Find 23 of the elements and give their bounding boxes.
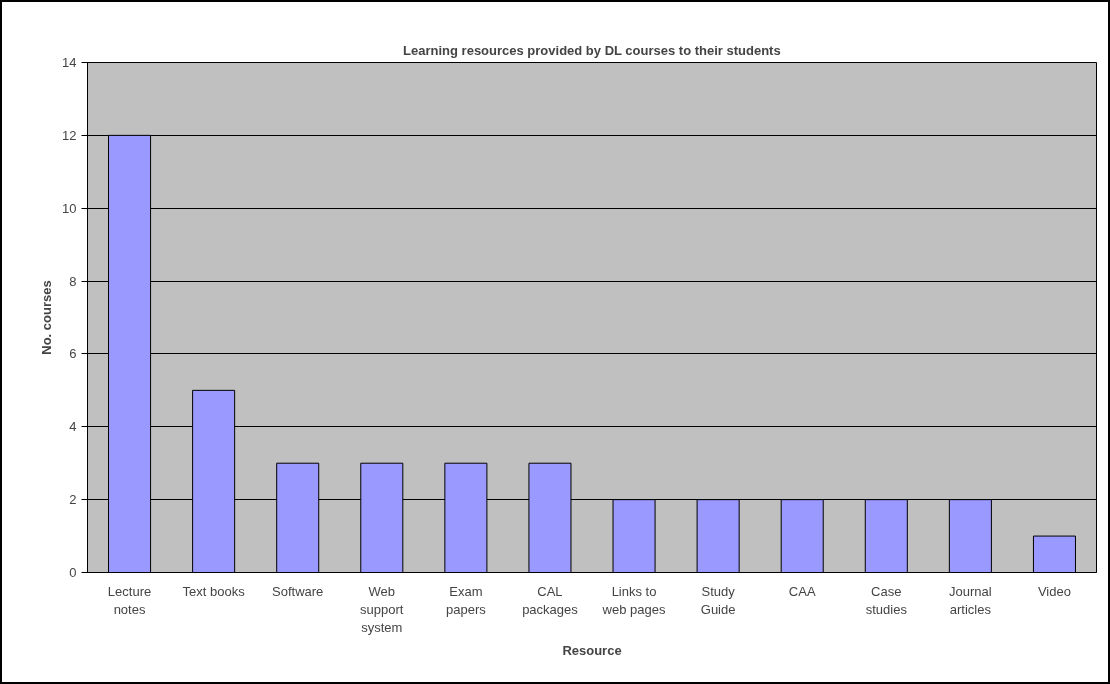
x-tick-label: Lecture notes <box>107 583 152 617</box>
y-tick-label: 0 <box>69 565 77 580</box>
x-tick-label: Video <box>1037 583 1071 599</box>
y-axis-title: No. courses <box>39 280 55 355</box>
x-tick-label: Study Guide <box>700 583 736 617</box>
x-tick-label: Links to web pages <box>601 583 666 617</box>
x-tick-label: CAL packages <box>522 583 579 617</box>
x-axis-title: Resource <box>562 642 622 658</box>
y-tick-label: 8 <box>69 273 77 289</box>
y-tick-label: 4 <box>69 419 77 435</box>
y-tick-label: 2 <box>69 492 77 508</box>
y-tick-label: 6 <box>69 346 77 362</box>
x-tick-label: Exam papers <box>446 583 487 617</box>
x-tick-label: Case studies <box>865 583 908 617</box>
y-tick-label: 10 <box>62 200 77 216</box>
y-tick-label: 14 <box>62 55 77 70</box>
y-tick-label: 12 <box>62 127 77 143</box>
x-tick-label: Software <box>272 583 324 599</box>
x-tick-label: CAA <box>788 583 816 599</box>
x-tick-label: Journal articles <box>949 583 992 617</box>
x-tick-label: Text books <box>182 583 246 599</box>
chart-title: Learning resources provided by DL courses to their students <box>403 42 781 58</box>
x-tick-label: Web support system <box>360 583 404 635</box>
